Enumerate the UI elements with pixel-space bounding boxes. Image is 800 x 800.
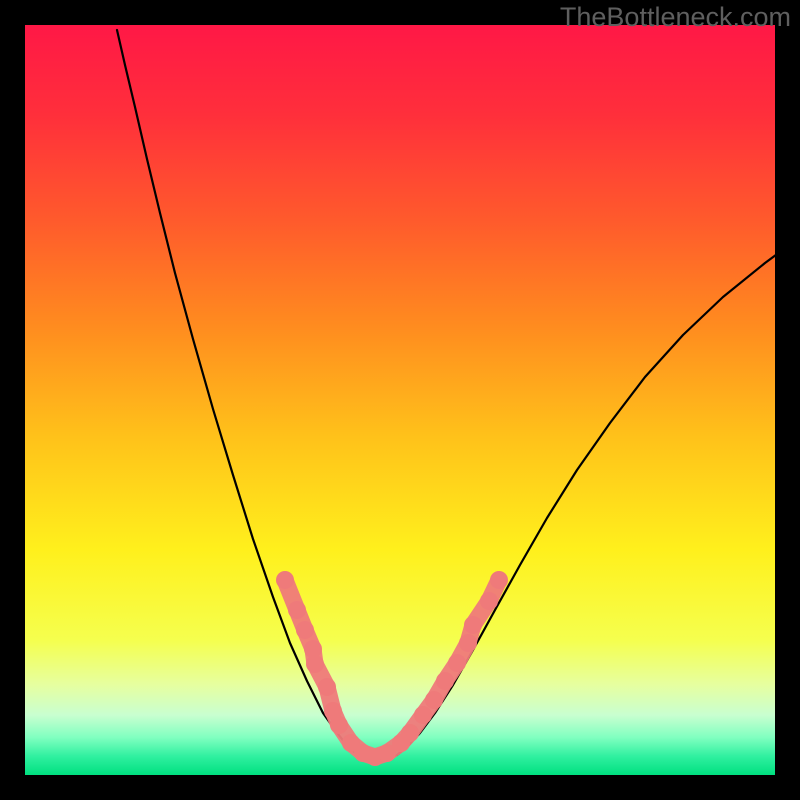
watermark-text: TheBottleneck.com [560, 2, 791, 33]
chart-overlay [25, 25, 775, 775]
data-marker [425, 691, 443, 709]
data-marker [459, 634, 477, 652]
data-marker [490, 571, 508, 589]
data-marker [480, 592, 498, 610]
data-marker [436, 672, 454, 690]
plot-area [25, 25, 775, 775]
data-marker [276, 571, 294, 589]
data-marker [414, 706, 432, 724]
data-marker [330, 716, 348, 734]
data-marker [448, 654, 466, 672]
data-marker [296, 621, 314, 639]
data-marker [306, 655, 324, 673]
data-marker [288, 601, 306, 619]
data-marker [401, 724, 419, 742]
data-marker [464, 616, 482, 634]
bottleneck-curve [117, 30, 775, 761]
data-marker [318, 678, 336, 696]
